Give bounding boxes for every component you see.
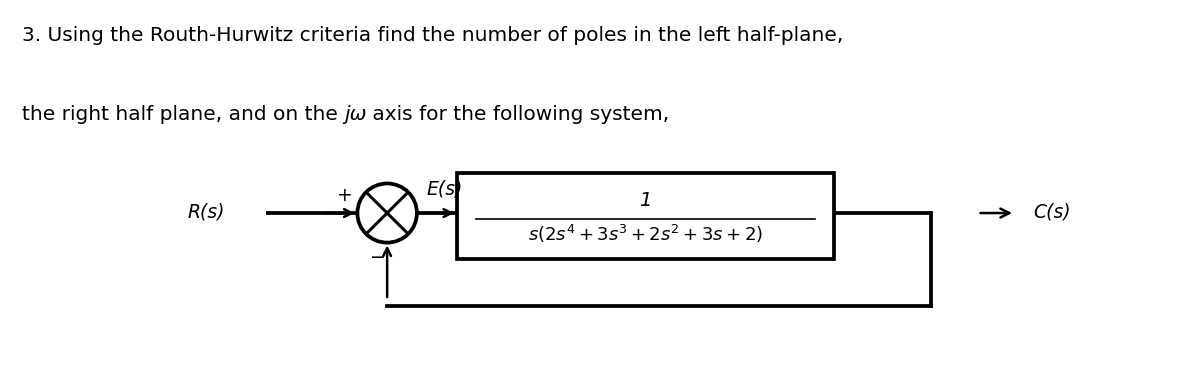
Text: +: + — [337, 186, 353, 205]
Text: 1: 1 — [640, 191, 652, 210]
Bar — [457, 173, 834, 259]
Text: 3. Using the Routh-Hurwitz criteria find the number of poles in the left half-pl: 3. Using the Routh-Hurwitz criteria find… — [22, 26, 842, 45]
Text: $s(2s^4 + 3s^3 + 2s^2 + 3s + 2)$: $s(2s^4 + 3s^3 + 2s^2 + 3s + 2)$ — [528, 223, 763, 245]
Text: axis for the following system,: axis for the following system, — [366, 105, 670, 124]
Text: the right half plane, and on the: the right half plane, and on the — [22, 105, 344, 124]
Text: −: − — [371, 249, 386, 267]
Text: E(s): E(s) — [426, 179, 462, 198]
Text: R(s): R(s) — [187, 202, 224, 221]
Text: C(s): C(s) — [1033, 202, 1072, 221]
Text: jω: jω — [344, 105, 366, 124]
